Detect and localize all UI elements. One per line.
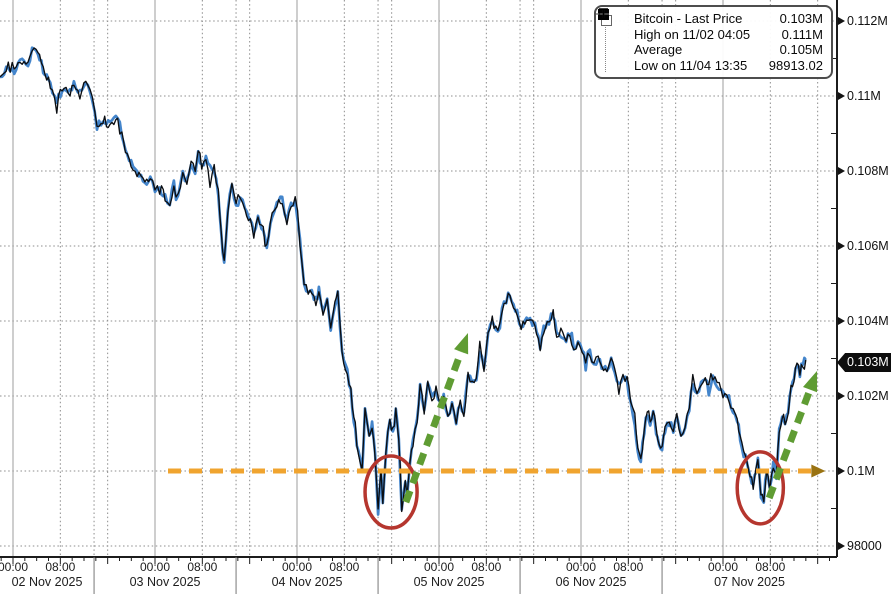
legend-label: Bitcoin - Last Price — [634, 11, 743, 27]
x-axis-date-label: 02 Nov 2025 — [11, 575, 83, 589]
tick-pointer-icon — [838, 542, 845, 550]
y-axis-tick-label: 0.108M — [838, 163, 889, 179]
y-axis-tick-label: 0.104M — [838, 313, 889, 329]
legend-value: 98913.02 — [768, 57, 823, 73]
y-axis-tick-label: 98000 — [838, 538, 882, 554]
legend-row-low[interactable]: Low on 11/04 13:35 98913.02 — [599, 9, 823, 74]
x-axis-date-label: 06 Nov 2025 — [555, 575, 627, 589]
legend-label: Average — [634, 42, 683, 58]
y-axis-tick-label: 0.1M — [838, 463, 875, 479]
legend-tree-line — [605, 27, 606, 72]
x-axis-time-label: 00:00 — [281, 560, 313, 574]
tick-pointer-icon — [838, 167, 845, 175]
y-axis-tick-label: 0.106M — [838, 238, 889, 254]
x-axis-time-label: 08:00 — [613, 560, 644, 574]
x-axis-time-label: 00:00 — [139, 560, 171, 574]
x-axis-time-label: 08:00 — [755, 560, 786, 574]
legend-label: High on 11/02 04:05 — [634, 26, 751, 42]
legend-box: − Bitcoin - Last Price 0.103M High on 11… — [594, 5, 833, 79]
legend-value: 0.105M — [779, 42, 823, 58]
legend-value: 0.111M — [781, 26, 823, 42]
x-axis-date-label: 04 Nov 2025 — [271, 575, 343, 589]
x-axis-date-label: 03 Nov 2025 — [129, 575, 201, 589]
legend-value: 0.103M — [779, 11, 823, 27]
x-axis-time-label: 00:00 — [423, 560, 455, 574]
legend-label: Low on 11/04 13:35 — [634, 57, 748, 73]
tick-pointer-icon — [838, 92, 845, 100]
x-axis-time-label: 00:00 — [565, 560, 597, 574]
legend-row-high[interactable]: High on 11/02 04:05 0.111M — [599, 8, 823, 43]
x-axis-time-label: 08:00 — [45, 560, 76, 574]
y-axis-tick-label: 0.11M — [838, 88, 881, 104]
x-axis-time-label: 08:00 — [187, 560, 218, 574]
x-axis-time-label: 00:00 — [0, 560, 29, 574]
y-axis-tick-label: 0.112M — [838, 13, 888, 29]
y-axis-tick-label: 0.102M — [838, 388, 889, 404]
tick-pointer-icon — [838, 17, 845, 25]
x-axis-time-label: 08:00 — [329, 560, 360, 574]
legend-row-average[interactable]: Average 0.105M — [596, 10, 823, 58]
x-axis-date-label: 05 Nov 2025 — [413, 575, 485, 589]
legend-row-last-price[interactable]: Bitcoin - Last Price 0.103M — [598, 9, 823, 27]
last-price-badge: 0.103M — [837, 353, 891, 372]
tick-pointer-icon — [838, 467, 845, 475]
tick-pointer-icon — [838, 317, 845, 325]
x-axis-time-label: 08:00 — [471, 560, 502, 574]
x-axis-time-label: 00:00 — [707, 560, 739, 574]
x-axis-date-label: 07 Nov 2025 — [714, 575, 785, 589]
tick-pointer-icon — [838, 242, 845, 250]
tick-pointer-icon — [838, 392, 845, 400]
